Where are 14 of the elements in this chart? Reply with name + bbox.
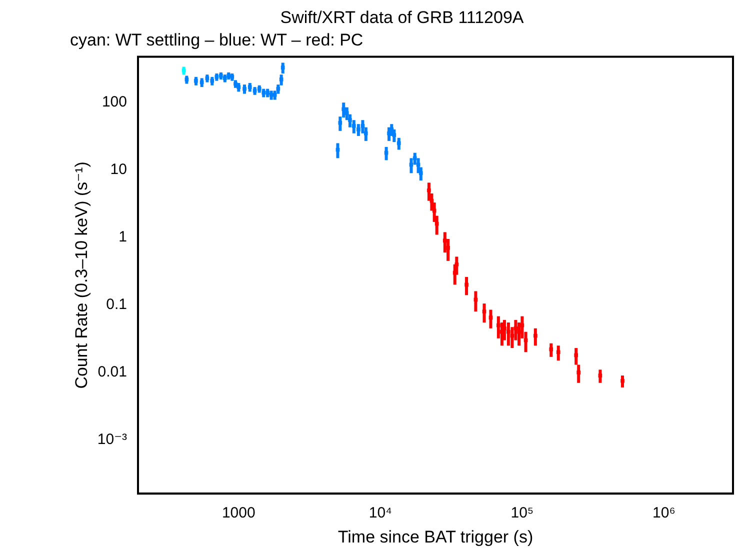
y-tick-label: 1 xyxy=(118,228,127,246)
y-tick-label: 10 xyxy=(110,161,127,178)
x-tick-label: 10⁵ xyxy=(510,504,534,522)
y-tick-label: 0.1 xyxy=(106,296,127,314)
x-tick-label: 1000 xyxy=(222,504,256,522)
y-tick-label: 0.01 xyxy=(98,364,127,381)
y-axis-title: Count Rate (0.3–10 keV) (s⁻¹) xyxy=(72,162,91,389)
chart-title: Swift/XRT data of GRB 111209A xyxy=(280,8,524,27)
chart-subtitle: cyan: WT settling – blue: WT – red: PC xyxy=(70,30,364,50)
y-tick-label: 10⁻³ xyxy=(97,431,127,448)
y-tick-label: 100 xyxy=(102,94,127,111)
x-tick-label: 10⁶ xyxy=(652,504,676,522)
x-tick-label: 10⁴ xyxy=(368,504,392,522)
x-axis-title: Time since BAT trigger (s) xyxy=(338,527,534,546)
